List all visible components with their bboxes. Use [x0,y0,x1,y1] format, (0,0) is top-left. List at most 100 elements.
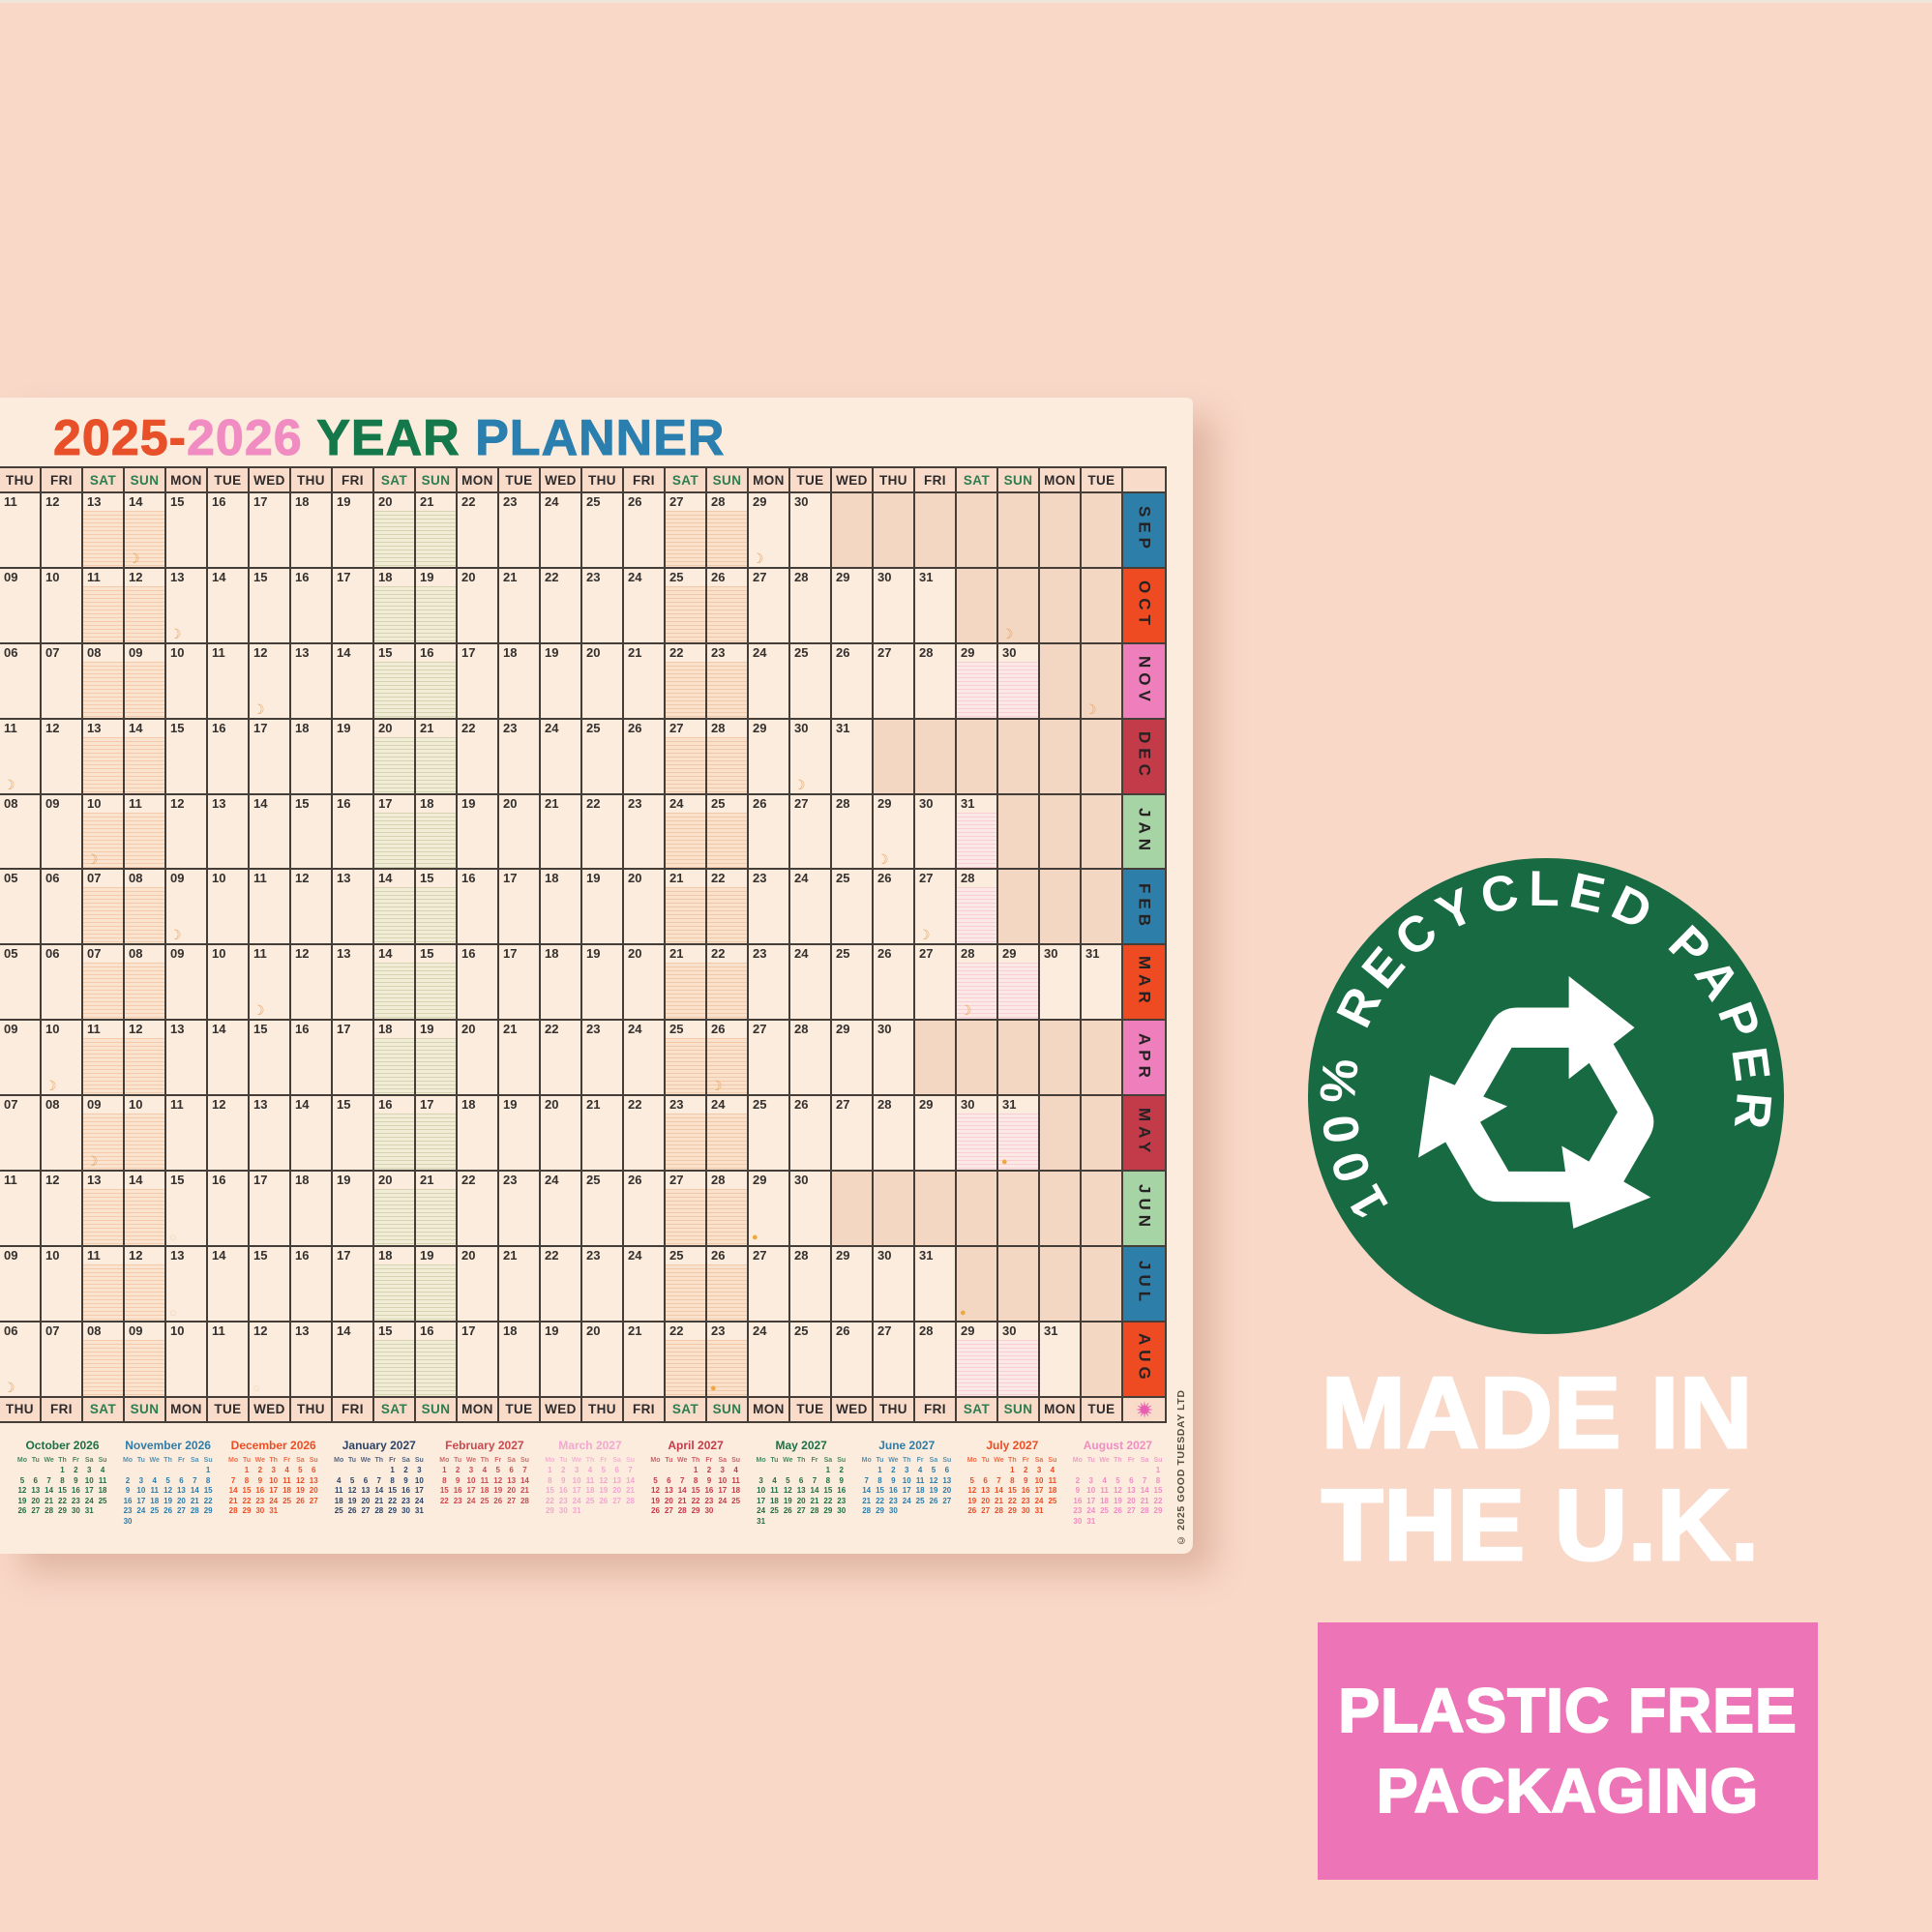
day-cell [998,794,1040,871]
mini-date-number: 2 [403,1466,408,1474]
date-number: 12 [170,795,185,811]
planner-sheet: 2025-2026 YEAR PLANNER THU FRI SAT SUN MON TU… [0,398,1193,1554]
day-cell: 24 [749,643,790,720]
date-number: 31 [961,795,975,811]
mini-date-number: 4 [482,1466,488,1474]
mini-date-number: 6 [363,1475,369,1485]
mini-date-number: 18 [915,1486,925,1495]
day-cell: 11 [0,1172,42,1247]
date-number: 05 [4,871,18,886]
date-number: 17 [253,1173,268,1188]
mini-date-number: 15 [545,1486,554,1495]
mini-date-number: 9 [1075,1486,1081,1495]
mini-date-number: 12 [17,1486,27,1495]
mini-date-number: 10 [466,1475,476,1485]
mini-date-number: 11 [585,1475,595,1485]
mini-date-number: 13 [507,1475,517,1485]
day-cell: 19 [333,493,374,569]
day-cell: 29 [832,1246,874,1323]
date-number: 12 [295,871,310,886]
mini-date-number: 11 [1100,1486,1109,1495]
mini-calendar-title: July 2027 [986,1439,1039,1452]
day-footer-label: WED [250,1397,291,1423]
mini-day-header: Th [374,1457,384,1464]
mini-date-number: 5 [931,1466,936,1474]
date-number: 27 [669,494,684,509]
mini-date-number [675,1466,689,1476]
day-cell: 10 [42,568,83,644]
mini-date-number: 13 [309,1475,318,1485]
date-number: 21 [669,946,684,962]
day-cell [957,1021,998,1097]
mini-date-number: 15 [823,1486,833,1495]
date-number: 17 [420,1097,434,1113]
day-cell: 06 ☽ [0,1322,42,1398]
day-cell: 29 [998,945,1040,1022]
mini-date-number: 20 [1126,1496,1136,1505]
day-cell: 15 ○ [166,1172,208,1247]
day-cell: 07 [83,945,125,1022]
mini-date-number: 6 [614,1466,619,1474]
date-number: 15 [420,946,434,962]
mini-day-header: Mo [228,1457,239,1464]
day-header-label: FRI [624,468,666,493]
mini-day-header: Sa [612,1457,621,1464]
mini-date-number [1071,1466,1085,1476]
day-cell: 22 [541,568,582,644]
day-cell: 08 [83,643,125,720]
mini-date-number: 28 [677,1506,687,1515]
mini-day-header: We [254,1457,265,1464]
date-number: 14 [129,494,143,509]
mini-day-header: We [994,1457,1004,1464]
month-tab-label: DEC [1135,731,1154,782]
day-cell: 11 [0,493,42,569]
day-cell: 22 [541,1021,582,1097]
day-cell [1082,1096,1123,1173]
date-number: 19 [503,1097,518,1113]
mini-date-number [226,1466,240,1476]
mini-day-header: Th [796,1457,806,1464]
day-cell: 20 [458,1246,499,1323]
mini-date-number: 26 [163,1506,173,1515]
mini-day-header: Mo [756,1457,766,1464]
mini-date-number: 6 [667,1475,671,1485]
day-cell: 17 [374,794,416,871]
year-grid: THU FRI SAT SUN MON TUE WED THU FRI SAT SUN MON TUE W… [0,466,1167,1423]
day-cell: 18 [291,719,333,795]
day-footer-label: MON [749,1397,790,1423]
day-cell: 17 [250,719,291,795]
day-cell: 29 [832,1021,874,1097]
day-cell [1082,1021,1123,1097]
mini-date-number: 18 [769,1496,779,1505]
day-cell: 25 [832,945,874,1022]
mini-date-number: 29 [876,1506,884,1515]
mini-date-number: 26 [783,1506,792,1515]
mini-date-number: 21 [520,1486,529,1495]
mini-calendar-grid: Mo Tu We Th Fr Sa Su 1 2 3 4 5 6 7 8 9 10 11 12 13 14 15 16 17 1… [966,1456,1059,1517]
mini-date-number: 6 [798,1475,804,1485]
date-number: 28 [919,644,934,660]
day-cell: 19 [416,568,458,644]
day-header-label: TUE [499,468,541,493]
mini-date-number: 9 [891,1475,896,1485]
date-number: 24 [711,1097,726,1113]
mini-date-number: 21 [1140,1496,1149,1505]
mini-day-header: Tu [876,1457,884,1464]
day-footer-label: TUE [790,1397,832,1423]
moon-phase-icon: ☽ [1085,700,1097,717]
mini-date-number: 10 [718,1475,728,1485]
mini-date-number: 17 [414,1486,424,1495]
day-cell: 29 [957,1322,998,1398]
mini-date-number: 29 [545,1506,554,1515]
date-number: 30 [794,720,809,735]
moon-phase-icon: ○ [169,1304,177,1320]
date-number: 21 [628,1323,642,1338]
date-number: 12 [212,1097,226,1113]
date-number: 29 [753,720,767,735]
mini-calendar: July 2027 Mo Tu We Th Fr Sa Su 1 2 3 4 5 6 7 8 9 10 11 12 13… [966,1439,1059,1517]
date-number: 21 [503,1247,518,1263]
day-cell: 12 [166,794,208,871]
mini-date-number: 14 [45,1486,54,1495]
mini-date-number: 1 [390,1466,395,1474]
day-header-label: SAT [666,468,707,493]
